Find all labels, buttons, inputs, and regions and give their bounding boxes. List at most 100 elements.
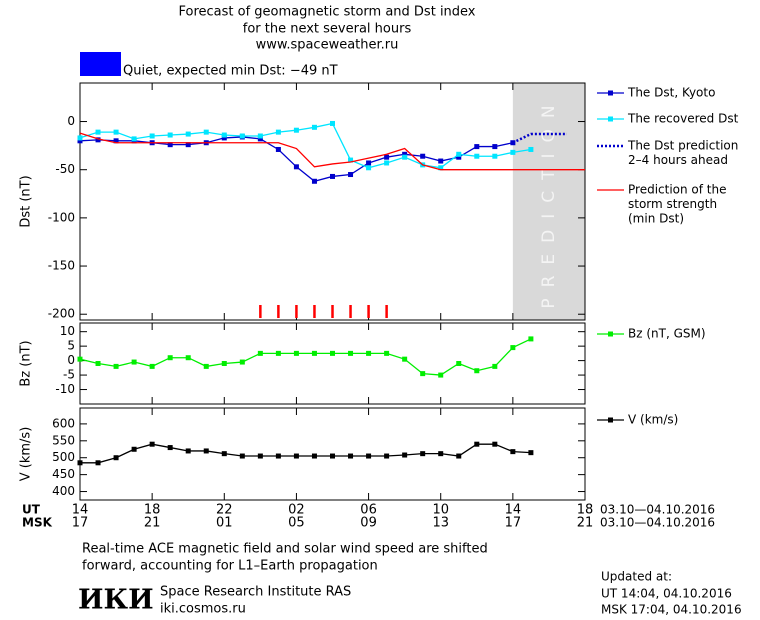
x-tick-label: 14 (505, 503, 522, 518)
data-point (438, 165, 444, 171)
x-tick-label-msk: 17 (72, 516, 89, 531)
data-point (528, 450, 534, 456)
series-line (79, 132, 585, 171)
data-point (149, 441, 155, 447)
title: www.spaceweather.ru (256, 38, 399, 53)
data-point (384, 350, 390, 356)
y-tick-label: -50 (55, 162, 75, 176)
data-point (348, 453, 354, 459)
data-point (402, 356, 408, 362)
data-point (131, 359, 137, 365)
prediction-label: PREDICTION (539, 94, 559, 308)
y-tick-label: 5 (67, 339, 75, 353)
x-tick-label: 18 (577, 503, 594, 518)
status: Quiet, expected min Dst: −49 nT (123, 64, 338, 79)
series-line (79, 122, 531, 169)
data-point (402, 452, 408, 458)
data-point (257, 133, 263, 139)
data-point (131, 446, 137, 452)
data-point (492, 153, 498, 159)
prediction-area (512, 83, 585, 320)
legend-marker (608, 331, 613, 337)
y-tick-label: 450 (52, 467, 75, 481)
series-line (80, 443, 531, 464)
x-tick-label-msk: 05 (288, 516, 305, 531)
data-point (113, 138, 119, 144)
y-tick-label: 0 (67, 114, 75, 128)
data-point (348, 157, 354, 163)
data-point (221, 361, 227, 366)
data-point (257, 136, 263, 142)
data-point (330, 350, 335, 356)
x-tick-label: 10 (432, 503, 449, 518)
data-point (474, 144, 480, 150)
data-point (77, 356, 83, 362)
y-tick-label: -150 (48, 259, 75, 273)
data-point (167, 142, 173, 148)
data-point (293, 127, 299, 133)
y-axis-label: Bz (nT) (19, 340, 34, 386)
data-point (456, 154, 462, 160)
x-tick-label: 02 (288, 503, 305, 518)
data-point (311, 178, 317, 184)
data-point (221, 451, 227, 457)
x-tick-label-msk: 17 (505, 516, 522, 531)
logo: ИКИ (78, 585, 154, 616)
y-tick-label: 0 (67, 353, 75, 367)
data-point (167, 132, 173, 138)
data-point (95, 129, 101, 135)
data-point (131, 136, 137, 142)
data-point (185, 142, 191, 148)
data-point (456, 151, 462, 157)
data-point (275, 350, 281, 356)
title: for the next several hours (243, 22, 412, 37)
data-point (239, 453, 245, 459)
plot-frame (79, 407, 586, 501)
updated: UT 14:04, 04.10.2016 (601, 587, 732, 601)
data-point (330, 173, 335, 179)
data-point (95, 460, 101, 466)
legend-label: The Dst prediction (627, 139, 738, 153)
legend-label: The Dst, Kyoto (627, 86, 715, 100)
data-point (528, 336, 534, 342)
data-point (420, 451, 426, 457)
data-point (348, 350, 354, 356)
title: Forecast of geomagnetic storm and Dst in… (178, 5, 475, 20)
data-point (366, 350, 372, 356)
x-tick-label-msk: 01 (216, 516, 233, 531)
x-tick-label: 22 (216, 503, 233, 518)
y-tick-label: -200 (48, 307, 75, 321)
data-point (474, 368, 480, 374)
data-point (420, 153, 426, 159)
plot-frame (79, 322, 586, 405)
data-point (293, 350, 299, 356)
data-point (275, 129, 281, 135)
data-point (492, 363, 498, 369)
x-tick-label-msk: 21 (577, 516, 594, 531)
data-point (420, 371, 426, 377)
data-point (456, 361, 462, 366)
data-point (239, 359, 245, 365)
legend-marker (608, 90, 613, 96)
updated: MSK 17:04, 04.10.2016 (601, 603, 742, 617)
series-line (79, 136, 513, 182)
data-point (257, 350, 263, 356)
data-point (402, 151, 408, 157)
x-tick-label: 18 (144, 503, 161, 518)
data-point (275, 146, 281, 152)
data-point (77, 138, 83, 144)
data-point (456, 453, 462, 459)
y-axis-label: Dst (nT) (19, 175, 34, 227)
ut-label: UT (22, 503, 41, 517)
data-point (185, 131, 191, 137)
data-point (113, 129, 119, 135)
y-tick-label: 550 (52, 433, 75, 447)
data-point (221, 135, 227, 141)
y-tick-label: -100 (48, 210, 75, 224)
legend-label: (min Dst) (628, 212, 684, 226)
data-point (510, 449, 516, 455)
data-point (185, 355, 191, 361)
data-point (221, 132, 227, 138)
date-range: 03.10—04.10.2016 (600, 516, 715, 530)
data-point (77, 460, 83, 466)
